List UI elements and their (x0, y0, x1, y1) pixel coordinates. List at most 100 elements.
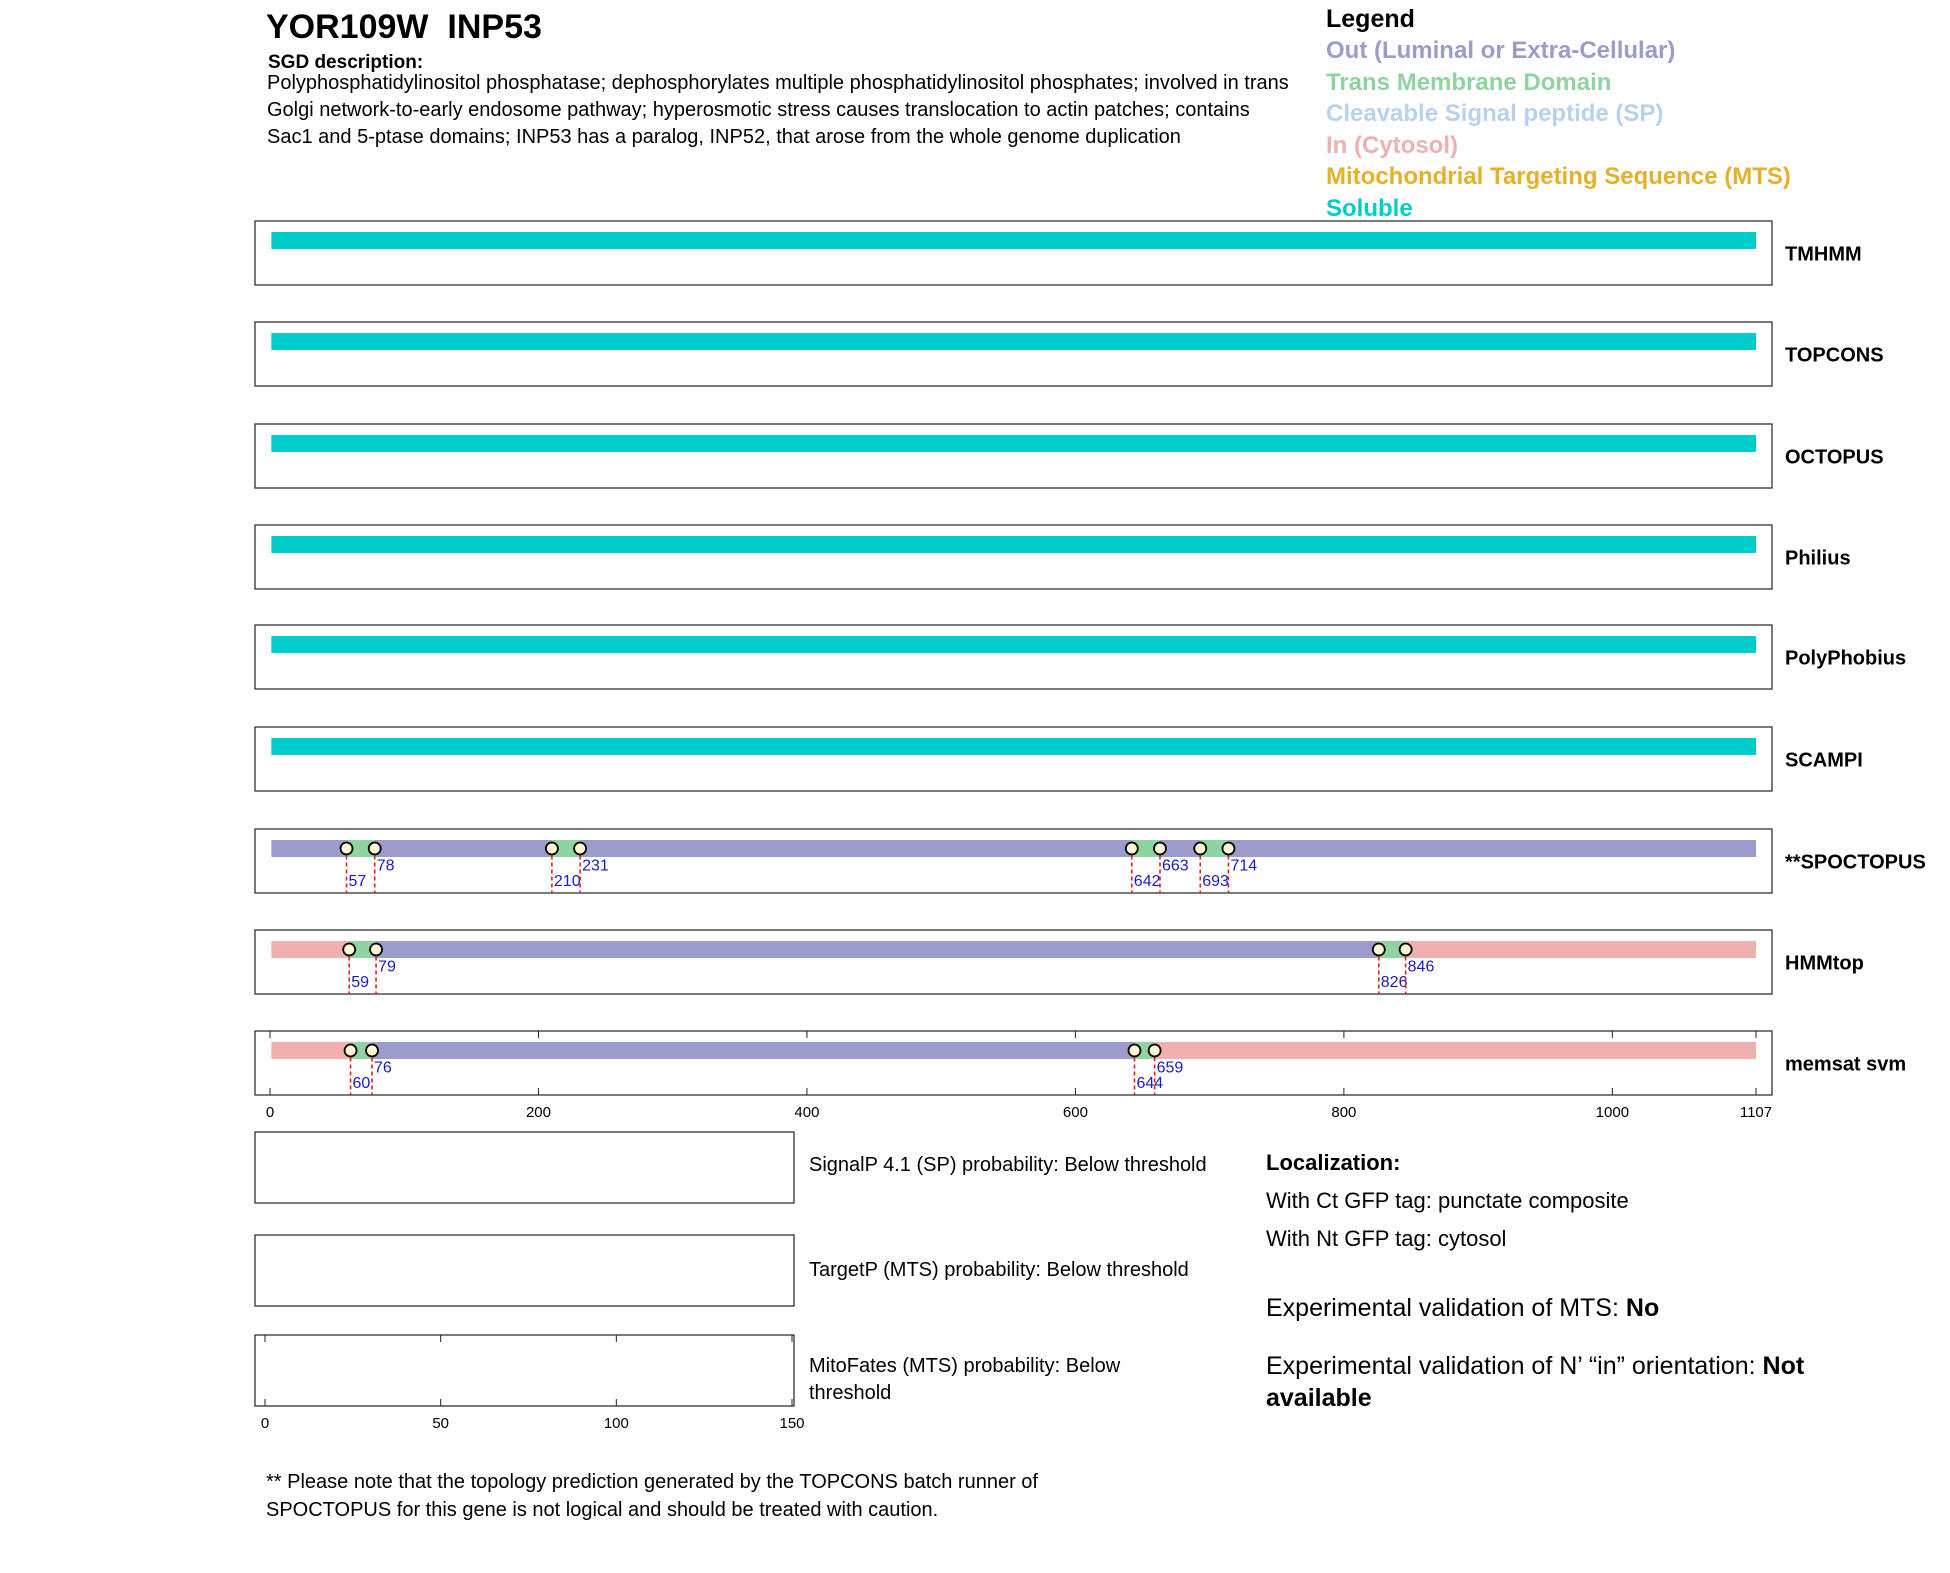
marker-label: 231 (582, 858, 609, 875)
nt-gfp: With Nt GFP tag: cytosol (1266, 1226, 1507, 1251)
marker (1193, 841, 1208, 856)
track-name: TOPCONS (1785, 344, 1884, 366)
probability-box (254, 1234, 795, 1307)
marker (1124, 841, 1139, 856)
marker (573, 841, 587, 856)
gene-id: YOR109W (266, 8, 429, 46)
track-name: Philius (1785, 547, 1851, 569)
note: ** Please note that the topology predict… (266, 1471, 1038, 1521)
probability-text: MitoFates (MTS) probability: Below thres… (809, 1355, 1121, 1404)
marker (1221, 841, 1236, 856)
marker-label: 659 (1157, 1060, 1184, 1077)
segment (1405, 941, 1756, 958)
probability-text: SignalP 4.1 (SP) probability: Below thre… (809, 1154, 1207, 1176)
marker-label: 59 (351, 974, 369, 991)
x-tick-label: 0 (261, 1415, 269, 1432)
segment (1159, 840, 1201, 857)
marker (1147, 1043, 1162, 1058)
x-tick-label: 600 (1063, 1104, 1088, 1121)
marker-label: 57 (349, 873, 367, 890)
track-box (254, 423, 1773, 489)
mts-validation: Experimental validation of MTS: No (1266, 1292, 1826, 1324)
track-name: SCAMPI (1785, 749, 1863, 771)
segment (1378, 941, 1406, 958)
marker (343, 1043, 358, 1058)
segment (271, 1042, 351, 1059)
marker (1371, 942, 1386, 957)
legend-item: Out (Luminal or Extra-Cellular) (1326, 37, 1676, 64)
marker-label: 76 (374, 1060, 392, 1077)
marker (544, 841, 559, 856)
legend: Legend Out (Luminal or Extra-Cellular) Tr… (1326, 5, 1791, 227)
x-tick-label: 200 (526, 1104, 551, 1121)
track-box (254, 321, 1773, 387)
segment (271, 941, 350, 958)
track-name: PolyPhobius (1785, 647, 1906, 669)
marker (342, 942, 357, 957)
legend-item: Mitochondrial Targeting Sequence (MTS) (1326, 163, 1791, 191)
track-box (254, 524, 1773, 590)
track-box (254, 828, 1773, 894)
segment (271, 536, 1756, 553)
segment (1154, 1042, 1756, 1059)
x-tick-label: 150 (779, 1415, 804, 1432)
x-tick-label: 800 (1331, 1104, 1356, 1121)
x-tick-label: 50 (432, 1415, 449, 1432)
mts-label: Experimental validation of MTS: (1266, 1294, 1626, 1322)
gene-name: INP53 (447, 8, 542, 46)
marker-label: 79 (378, 959, 396, 976)
orientation-value: Not available (1266, 1352, 1805, 1412)
segment (551, 840, 581, 857)
marker (1398, 942, 1413, 957)
orientation-validation: Experimental validation of N’ “in” orien… (1266, 1350, 1826, 1414)
marker-label: 826 (1381, 974, 1408, 991)
segment (346, 840, 375, 857)
legend-item: Cleavable Signal peptide (SP) (1326, 100, 1664, 128)
marker (367, 841, 382, 856)
marker (369, 942, 383, 957)
marker-label: 642 (1134, 873, 1161, 890)
segment (349, 941, 377, 958)
track-box (254, 929, 1773, 995)
marker-label: 663 (1162, 858, 1189, 875)
orientation-label: Experimental validation of N’ “in” orien… (1266, 1352, 1763, 1380)
track-box (254, 1030, 1773, 1096)
legend-title: Legend (1326, 5, 1415, 33)
x-tick-label: 400 (794, 1104, 819, 1121)
ct-gfp: With Ct GFP tag: punctate composite (1266, 1188, 1629, 1213)
marker (365, 1043, 379, 1058)
x-tick-label: 100 (604, 1415, 629, 1432)
legend-item: Soluble (1326, 194, 1413, 222)
marker (1153, 841, 1167, 856)
segment (372, 1042, 1135, 1059)
track-name: memsat svm (1785, 1053, 1906, 1075)
track-name: OCTOPUS (1785, 446, 1884, 468)
segment (271, 840, 347, 857)
marker (339, 841, 354, 856)
segment (376, 941, 1379, 958)
marker-label: 846 (1408, 959, 1435, 976)
description: Polyphosphatidylinositol phosphatase; de… (267, 72, 1289, 148)
legend-item: In (Cytosol) (1326, 131, 1458, 159)
track-box (254, 220, 1773, 286)
track-box (254, 624, 1773, 690)
segment (374, 840, 552, 857)
marker-label: 714 (1230, 858, 1257, 875)
probability-box (254, 1334, 795, 1407)
x-tick-label: 1107 (1740, 1104, 1772, 1121)
segment (271, 333, 1756, 350)
segment (1131, 840, 1160, 857)
legend-item: Trans Membrane Domain (1326, 68, 1612, 96)
track-name: HMMtop (1785, 952, 1864, 974)
mts-value: No (1625, 1294, 1660, 1322)
track-box (254, 726, 1773, 792)
localization-title: Localization: (1266, 1150, 1401, 1175)
segment (271, 232, 1756, 249)
title: YOR109W INP53 (266, 8, 542, 47)
segment (1200, 840, 1229, 857)
sgd-label: SGD description: (268, 52, 424, 73)
segment (580, 840, 1132, 857)
marker-label: 78 (377, 858, 395, 875)
